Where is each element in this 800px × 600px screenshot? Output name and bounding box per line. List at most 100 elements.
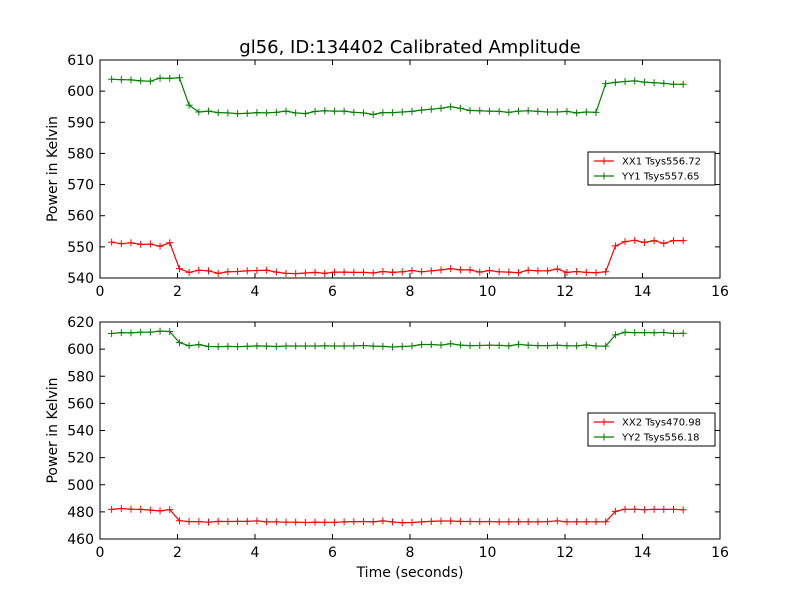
data-point-yy1 [611, 78, 619, 86]
data-point-yy1 [272, 108, 280, 116]
x-tick-label: 12 [556, 545, 574, 561]
data-point-xx2 [137, 505, 145, 513]
data-point-yy1 [330, 107, 338, 115]
data-point-xx1 [408, 267, 416, 275]
data-point-yy1 [360, 109, 367, 117]
data-point-yy1 [243, 109, 251, 117]
data-point-yy2 [573, 342, 581, 350]
data-point-yy2 [437, 341, 445, 349]
data-point-yy1 [640, 78, 648, 86]
data-point-yy2 [350, 342, 358, 350]
legend-marker-xx2 [600, 418, 608, 426]
data-point-xx2 [670, 505, 677, 513]
data-point-yy2 [679, 329, 687, 337]
data-point-xx2 [369, 518, 377, 526]
data-point-yy2 [505, 342, 513, 350]
data-point-xx2 [127, 505, 135, 513]
data-point-yy1 [253, 109, 261, 117]
data-point-yy1 [340, 107, 348, 115]
data-point-xx1 [108, 238, 116, 246]
data-point-xx2 [544, 518, 552, 526]
data-point-yy2 [263, 342, 271, 350]
data-point-xx2 [205, 518, 212, 526]
data-point-yy1 [592, 108, 600, 116]
data-point-yy2 [670, 330, 677, 338]
data-point-yy2 [137, 328, 145, 336]
data-point-yy1 [379, 109, 387, 117]
data-point-xx1 [495, 268, 503, 276]
data-point-yy1 [670, 80, 677, 88]
data-point-yy1 [679, 80, 687, 88]
data-point-yy1 [418, 106, 426, 114]
data-point-xx1 [243, 267, 251, 275]
data-point-xx2 [263, 518, 271, 526]
data-point-yy2 [108, 330, 116, 338]
data-point-xx1 [650, 237, 658, 245]
data-point-xx1 [427, 267, 435, 275]
x-tick-label: 12 [556, 284, 574, 300]
data-point-yy2 [224, 342, 232, 350]
data-point-xx1 [301, 269, 309, 277]
data-point-xx2 [456, 517, 464, 525]
data-point-yy1 [389, 109, 397, 117]
data-point-xx1 [447, 265, 455, 273]
x-tick-label: 0 [96, 284, 105, 300]
data-point-xx1 [505, 268, 513, 276]
data-point-yy1 [427, 105, 435, 113]
data-point-yy1 [292, 109, 300, 117]
data-point-yy2 [379, 342, 387, 350]
data-point-xx2 [350, 518, 358, 526]
series-line-xx1 [111, 239, 684, 275]
data-point-yy2 [485, 341, 493, 349]
data-point-yy1 [476, 107, 484, 115]
data-point-xx2 [398, 519, 406, 527]
data-point-yy2 [592, 342, 600, 350]
data-point-yy2 [311, 342, 319, 350]
data-point-xx1 [156, 242, 164, 250]
data-point-xx2 [631, 505, 639, 513]
data-point-yy2 [146, 328, 154, 336]
data-point-yy1 [485, 107, 493, 115]
data-point-yy1 [602, 80, 610, 88]
data-point-yy1 [660, 79, 668, 87]
data-point-yy1 [146, 77, 154, 85]
data-point-xx2 [340, 518, 348, 526]
data-point-xx2 [602, 518, 610, 526]
data-point-xx1 [166, 239, 174, 247]
data-point-yy1 [505, 108, 513, 116]
x-tick-label: 4 [251, 545, 260, 561]
legend-label-xx1: XX1 Tsys556.72 [622, 157, 701, 168]
data-point-yy2 [292, 342, 300, 350]
data-point-yy2 [456, 341, 464, 349]
x-tick-label: 6 [328, 284, 337, 300]
data-point-xx2 [108, 505, 116, 513]
y-tick-label: 520 [67, 451, 94, 467]
data-point-xx2 [582, 518, 590, 526]
data-point-yy1 [127, 76, 135, 84]
data-point-yy1 [205, 107, 212, 115]
data-point-xx2 [330, 518, 338, 526]
data-point-yy2 [243, 342, 251, 350]
data-point-xx1 [321, 269, 329, 277]
data-point-yy2 [234, 343, 242, 351]
data-point-yy1 [437, 104, 445, 112]
data-point-xx2 [553, 517, 561, 525]
x-tick-label: 6 [328, 545, 337, 561]
data-point-xx2 [224, 518, 232, 526]
data-point-yy1 [282, 107, 290, 115]
y-tick-label: 600 [67, 84, 94, 100]
data-point-yy2 [427, 341, 435, 349]
x-tick-label: 14 [634, 284, 652, 300]
data-point-xx1 [398, 268, 406, 276]
data-point-xx2 [282, 518, 290, 526]
data-point-xx2 [515, 518, 522, 526]
data-point-yy2 [447, 340, 455, 348]
data-point-yy1 [408, 107, 416, 115]
data-point-yy2 [185, 342, 193, 350]
data-point-xx1 [205, 267, 212, 275]
data-point-xx1 [631, 236, 639, 244]
data-point-xx1 [592, 269, 600, 277]
legend-label-xx2: XX2 Tsys470.98 [622, 418, 701, 429]
data-point-yy2 [340, 342, 348, 350]
data-point-xx1 [369, 269, 377, 277]
